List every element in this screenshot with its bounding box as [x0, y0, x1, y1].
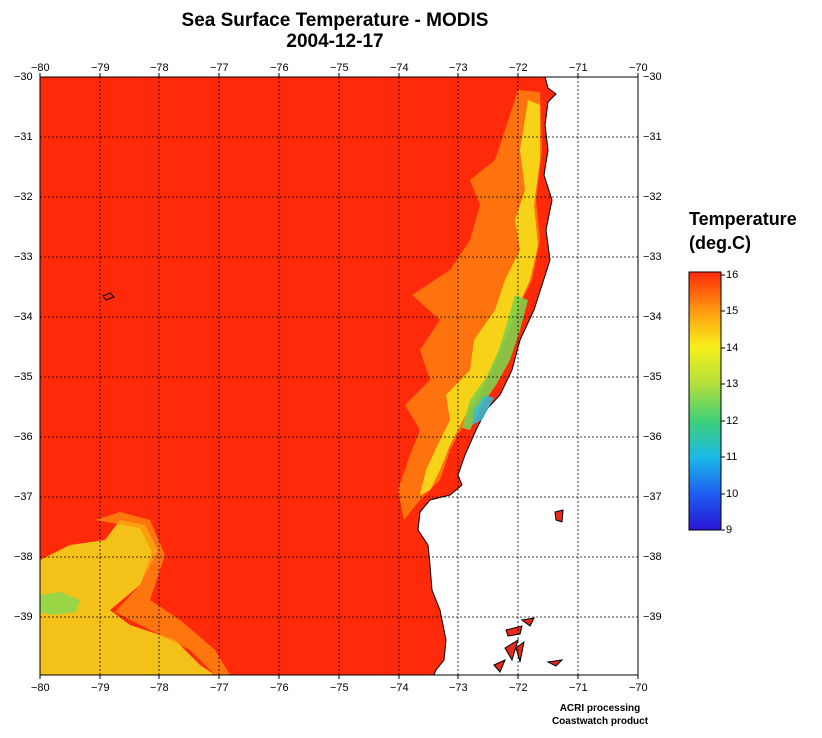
coastal-yellow-band: [420, 100, 540, 495]
lat-label-right: −32: [643, 191, 662, 203]
lat-label-left: −36: [14, 431, 33, 443]
lon-label-bottom: −72: [509, 682, 528, 694]
lat-label-left: −30: [14, 71, 33, 83]
coastal-green-patch: [462, 295, 528, 430]
lon-label-top: −72: [509, 62, 528, 74]
lat-label-right: −34: [643, 311, 662, 323]
lon-label-top: −73: [449, 62, 468, 74]
lon-label-top: −79: [91, 62, 110, 74]
map-date: 2004-12-17: [286, 31, 384, 52]
lon-label-bottom: −79: [91, 682, 110, 694]
southwest-orange-edge: [95, 512, 230, 675]
lon-label-top: −77: [210, 62, 229, 74]
lat-label-right: −37: [643, 491, 662, 503]
offshore-islands: [493, 509, 564, 673]
tick-marks: [39, 73, 639, 679]
colorbar-ticks: [721, 274, 725, 531]
lat-label-left: −33: [14, 251, 33, 263]
credit-processing: ACRI processing: [559, 703, 641, 714]
lat-label-right: −31: [643, 131, 662, 143]
map-title: Sea Surface Temperature - MODIS: [181, 10, 489, 31]
lat-label-right: −30: [643, 71, 662, 83]
lat-label-right: −33: [643, 251, 662, 263]
lon-label-top: −74: [390, 62, 409, 74]
lat-label-left: −31: [14, 131, 33, 143]
lat-label-right: −39: [643, 611, 662, 623]
lon-label-bottom: −75: [330, 682, 349, 694]
lon-label-top: −78: [150, 62, 169, 74]
legend-title: Temperature: [689, 209, 797, 229]
lon-label-bottom: −73: [449, 682, 468, 694]
lon-label-top: −76: [270, 62, 289, 74]
lat-label-left: −37: [14, 491, 33, 503]
coastal-cyan-patch: [472, 395, 494, 425]
colorbar-label: 14: [726, 342, 739, 354]
southwest-green-patch: [40, 592, 80, 615]
lon-label-top: −71: [569, 62, 588, 74]
island-small-north: [102, 292, 115, 301]
lat-label-left: −38: [14, 551, 33, 563]
lat-label-right: −38: [643, 551, 662, 563]
colorbar-label: 9: [726, 524, 733, 536]
southwest-cool-patch: [40, 520, 215, 675]
lon-label-bottom: −76: [270, 682, 289, 694]
lon-label-bottom: −80: [31, 682, 50, 694]
colorbar-label: 10: [726, 488, 739, 500]
credit-product: Coastwatch product: [551, 716, 649, 727]
lat-label-right: −35: [643, 371, 662, 383]
lat-label-left: −35: [14, 371, 33, 383]
legend-unit: (deg.C): [689, 233, 751, 253]
land-area: [417, 77, 638, 675]
lon-label-top: −80: [31, 62, 50, 74]
lon-label-bottom: −77: [210, 682, 229, 694]
coastal-warm-band: [398, 90, 542, 520]
lon-label-bottom: −70: [629, 682, 648, 694]
lon-label-bottom: −74: [390, 682, 409, 694]
lon-label-bottom: −78: [150, 682, 169, 694]
colorbar-label: 16: [726, 269, 739, 281]
lat-label-left: −34: [14, 311, 33, 323]
colorbar-label: 11: [726, 451, 738, 463]
lon-label-top: −70: [629, 62, 648, 74]
lat-label-right: −36: [643, 431, 662, 443]
lon-label-top: −75: [330, 62, 349, 74]
colorbar-label: 13: [726, 378, 739, 390]
lat-label-left: −32: [14, 191, 33, 203]
lat-label-left: −39: [14, 611, 33, 623]
lon-label-bottom: −71: [569, 682, 588, 694]
colorbar-label: 12: [726, 415, 739, 427]
colorbar-label: 15: [726, 305, 739, 317]
colorbar: [688, 271, 722, 531]
